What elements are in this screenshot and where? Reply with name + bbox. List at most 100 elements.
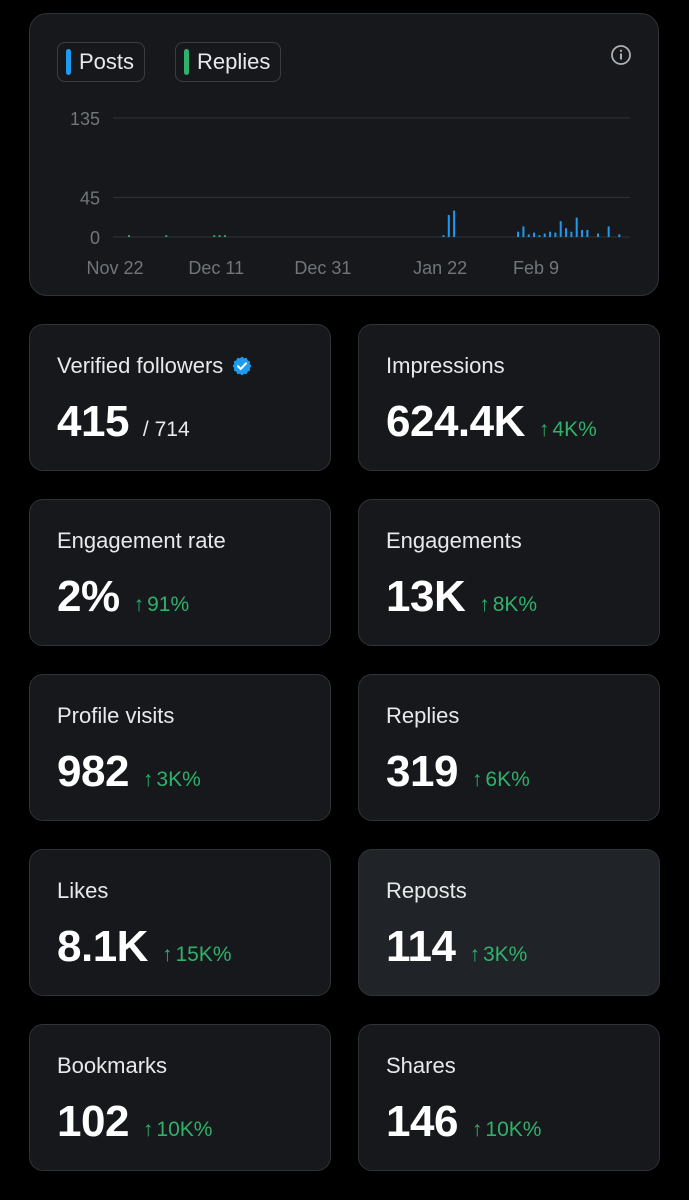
- x-tick-label: Dec 31: [294, 258, 351, 278]
- up-arrow-icon: ↑: [161, 943, 173, 966]
- legend-posts-label: Posts: [79, 49, 135, 74]
- metric-change-value: 3K%: [156, 768, 201, 791]
- metric-value: 319: [386, 747, 458, 796]
- x-tick-label: Jan 22: [413, 258, 467, 278]
- up-arrow-icon: ↑: [538, 418, 550, 441]
- legend-posts-toggle[interactable]: Posts: [57, 42, 146, 82]
- posts-bar: [447, 214, 450, 237]
- metric-value: 982: [57, 747, 129, 796]
- posts-bar: [597, 233, 600, 237]
- metric-value-row: 114 ↑ 3K%: [386, 922, 527, 972]
- metric-value: 8.1K: [57, 922, 148, 971]
- y-tick-label: 135: [70, 109, 100, 129]
- metric-value-row: 2% ↑ 91%: [57, 572, 189, 622]
- metric-change: ↑ 6K%: [472, 768, 530, 792]
- metric-change: ↑ 4K%: [539, 418, 597, 442]
- posts-bar: [607, 226, 610, 237]
- posts-bar: [453, 210, 456, 237]
- metric-label: Bookmarks: [57, 1053, 168, 1078]
- up-arrow-icon: ↑: [471, 768, 483, 791]
- verified-badge-icon: [232, 356, 252, 376]
- posts-swatch: [66, 49, 71, 75]
- posts-bar: [554, 232, 557, 237]
- metric-total: / 714: [142, 418, 190, 441]
- posts-bar: [527, 234, 530, 237]
- posts-bar: [570, 231, 573, 237]
- replies-bar: [165, 235, 168, 237]
- metric-card-replies[interactable]: Replies 319 ↑ 6K%: [358, 674, 660, 821]
- metric-label: Engagement rate: [57, 528, 226, 553]
- metric-value: 114: [386, 922, 456, 971]
- replies-bar: [218, 235, 221, 237]
- metric-change: ↑ 91%: [134, 593, 190, 617]
- metric-change: ↑ 3K%: [143, 768, 201, 792]
- posts-bar: [549, 231, 552, 237]
- metric-change: ↑ 8K%: [479, 593, 537, 617]
- metric-card-engagements[interactable]: Engagements 13K ↑ 8K%: [358, 499, 660, 646]
- activity-bar-chart: 0 45 135 Nov 22 Dec 11 Dec 31 Jan 22 Feb 9: [70, 109, 630, 278]
- legend-replies-toggle[interactable]: Replies: [175, 42, 282, 82]
- metric-change: ↑ 15K%: [162, 943, 232, 967]
- metric-change-value: 3K%: [482, 943, 528, 966]
- replies-bar: [223, 235, 226, 237]
- metric-label: Verified followers: [57, 353, 224, 378]
- metric-card-likes[interactable]: Likes 8.1K ↑ 15K%: [29, 849, 331, 996]
- up-arrow-icon: ↑: [133, 593, 145, 616]
- x-tick-label: Nov 22: [86, 258, 143, 278]
- metric-change-value: 10K%: [156, 1118, 213, 1141]
- up-arrow-icon: ↑: [142, 1118, 154, 1141]
- legend-replies-label: Replies: [197, 49, 271, 74]
- info-circle-icon[interactable]: [610, 44, 632, 66]
- metric-value: 102: [57, 1097, 129, 1146]
- metric-label: Shares: [386, 1053, 456, 1078]
- metric-card-verified-followers[interactable]: Verified followers 415 / 714: [29, 324, 331, 471]
- replies-swatch: [184, 49, 189, 75]
- posts-bar: [618, 234, 621, 237]
- metric-card-shares[interactable]: Shares 146 ↑ 10K%: [358, 1024, 660, 1171]
- metric-change: ↑ 3K%: [469, 943, 527, 967]
- metric-value-row: 415 / 714: [57, 397, 190, 447]
- metric-change-value: 6K%: [485, 768, 530, 791]
- metric-change-value: 4K%: [552, 418, 597, 441]
- posts-bar: [586, 229, 589, 237]
- up-arrow-icon: ↑: [471, 1118, 483, 1141]
- metric-value-row: 13K ↑ 8K%: [386, 572, 537, 622]
- metric-card-bookmarks[interactable]: Bookmarks 102 ↑ 10K%: [29, 1024, 331, 1171]
- metric-label: Replies: [386, 703, 460, 728]
- posts-bar: [517, 231, 520, 237]
- posts-bar: [559, 221, 562, 237]
- metric-label: Reposts: [386, 878, 467, 903]
- posts-bar: [442, 235, 445, 237]
- x-tick-label: Feb 9: [513, 258, 559, 278]
- activity-chart-card: Posts Replies 0 45 135 Nov 22 Dec 11 Dec 31 Ja…: [29, 13, 659, 296]
- metric-change-value: 10K%: [485, 1118, 542, 1141]
- metric-card-profile-visits[interactable]: Profile visits 982 ↑ 3K%: [29, 674, 331, 821]
- metric-label: Profile visits: [57, 703, 175, 728]
- metric-label: Impressions: [386, 353, 505, 378]
- metric-change-value: 8K%: [492, 593, 538, 616]
- replies-bar: [127, 235, 130, 237]
- metric-change-value: 91%: [147, 593, 190, 616]
- up-arrow-icon: ↑: [142, 768, 154, 791]
- metric-card-reposts[interactable]: Reposts 114 ↑ 3K%: [358, 849, 660, 996]
- x-tick-label: Dec 11: [188, 258, 244, 278]
- metric-change-value: 15K%: [175, 943, 232, 966]
- metric-value-row: 8.1K ↑ 15K%: [57, 922, 232, 972]
- posts-bar: [533, 232, 536, 237]
- metric-value-row: 319 ↑ 6K%: [386, 747, 530, 797]
- posts-bar: [575, 217, 578, 237]
- posts-bar: [565, 228, 568, 237]
- metric-label: Likes: [57, 878, 109, 903]
- metric-value-row: 146 ↑ 10K%: [386, 1097, 541, 1147]
- metric-label: Engagements: [386, 528, 522, 553]
- metric-card-engagement-rate[interactable]: Engagement rate 2% ↑ 91%: [29, 499, 331, 646]
- metric-value-row: 624.4K ↑ 4K%: [386, 397, 597, 447]
- metric-value: 415: [57, 397, 129, 446]
- posts-bar: [581, 229, 584, 237]
- metric-card-impressions[interactable]: Impressions 624.4K ↑ 4K%: [358, 324, 660, 471]
- metric-value: 2%: [57, 572, 120, 621]
- posts-bar: [538, 235, 541, 237]
- y-tick-label: 0: [90, 228, 100, 248]
- metric-label-container: Verified followers: [57, 353, 253, 379]
- replies-bar: [213, 235, 216, 237]
